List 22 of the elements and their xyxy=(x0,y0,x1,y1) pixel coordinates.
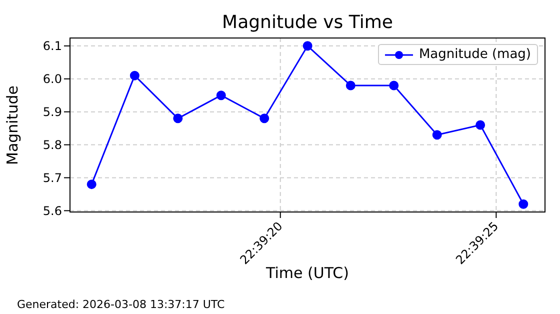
point xyxy=(86,180,96,190)
point xyxy=(260,114,270,124)
text: Generated: 2026-03-08 13:37:17 UTC xyxy=(17,298,225,311)
y-tick-label: 5.7 xyxy=(42,170,62,185)
y-tick-label: 5.8 xyxy=(42,138,62,152)
y-tick-label: 6.0 xyxy=(42,72,62,86)
point xyxy=(346,80,356,90)
chart-title: Magnitude vs Time xyxy=(221,12,394,33)
x-axis-title: Time (UTC) xyxy=(265,264,349,282)
y-tick-label: 5.9 xyxy=(42,105,62,120)
point xyxy=(476,120,486,130)
point xyxy=(302,41,312,51)
point xyxy=(173,114,183,124)
point xyxy=(518,199,528,209)
y-tick-label: 6.1 xyxy=(42,39,62,54)
legend-label: Magnitude (mag) xyxy=(418,47,531,62)
point xyxy=(216,90,226,100)
point xyxy=(432,130,442,140)
y-axis-title: Magnitude xyxy=(3,86,22,165)
y-tick-label: 5.6 xyxy=(42,204,62,218)
point xyxy=(389,80,399,90)
point xyxy=(130,70,140,80)
